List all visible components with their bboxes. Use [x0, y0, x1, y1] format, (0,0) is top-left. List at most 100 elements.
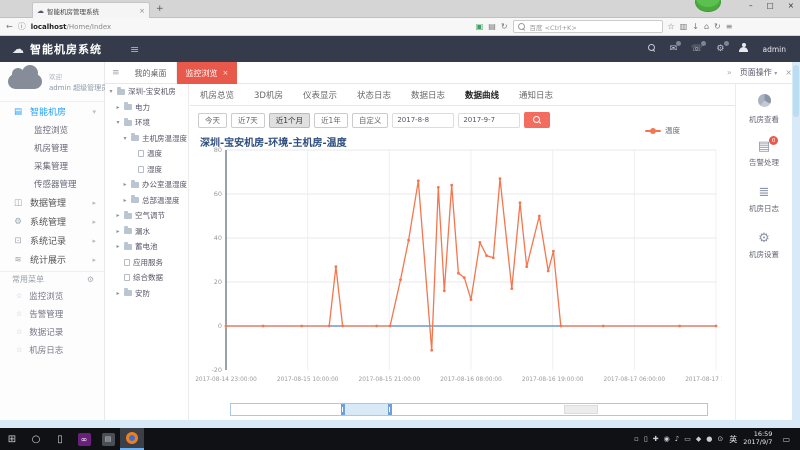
taskbar-task-view-icon[interactable]: ▯: [57, 433, 63, 445]
tree-node-综合数据[interactable]: 综合数据: [105, 270, 188, 286]
tree-node-总部温湿度[interactable]: ▸ 总部温湿度: [105, 193, 188, 209]
reader-mode-icon[interactable]: ▤: [488, 22, 496, 31]
tray-icon-0[interactable]: ▫: [634, 435, 639, 443]
tree-down-arrow-icon[interactable]: ▾: [123, 134, 127, 142]
tree-right-arrow-icon[interactable]: ▸: [116, 212, 120, 220]
tree-right-arrow-icon[interactable]: ▸: [116, 289, 120, 297]
workspace-tab-监控浏览[interactable]: 监控浏览 ×: [176, 62, 238, 84]
datazoom-selection[interactable]: [341, 404, 393, 415]
browser-menu-icon[interactable]: ≡: [725, 22, 733, 31]
filter-button-近7天[interactable]: 近7天: [231, 112, 265, 128]
workspace-tabs-menu-icon[interactable]: ≡: [112, 67, 120, 78]
sidebar-item-数据管理[interactable]: ◫ 数据管理 ▸: [0, 193, 104, 212]
action-告警处理[interactable]: ▤ 0 告警处理: [736, 136, 792, 186]
downloads-icon[interactable]: ↓: [692, 22, 699, 31]
filter-button-近1年[interactable]: 近1年: [314, 112, 348, 128]
tree-right-arrow-icon[interactable]: ▸: [116, 103, 120, 111]
sidebar-item-系统记录[interactable]: ⊡ 系统记录 ▸: [0, 231, 104, 250]
tree-right-arrow-icon[interactable]: ▸: [123, 196, 127, 204]
sidebar-subitem-机房管理[interactable]: 机房管理: [34, 144, 69, 154]
window-close-button[interactable]: ×: [787, 1, 794, 10]
browser-search-input[interactable]: 百度 <Ctrl+K>: [512, 20, 663, 33]
tab-机房总览[interactable]: 机房总览: [200, 90, 235, 101]
common-item-数据记录[interactable]: ☆ 数据记录: [0, 323, 104, 341]
header-search-icon[interactable]: [647, 43, 656, 55]
tab-仪表显示[interactable]: 仪表显示: [302, 90, 337, 101]
vertical-scrollbar[interactable]: [792, 62, 800, 420]
ime-indicator[interactable]: 英: [729, 434, 738, 444]
reload-icon[interactable]: ↻: [500, 22, 508, 31]
tree-node-安防[interactable]: ▸ 安防: [105, 286, 188, 302]
user-avatar[interactable]: [739, 42, 749, 56]
action-机房查看[interactable]: 机房查看: [736, 94, 792, 140]
library-icon[interactable]: ▥: [679, 22, 688, 31]
site-info-icon[interactable]: ⓘ: [17, 22, 26, 31]
common-item-监控浏览[interactable]: ☆ 监控浏览: [0, 287, 104, 305]
workspace-tab-我的桌面[interactable]: 我的桌面: [126, 62, 177, 84]
tab-通知日志[interactable]: 通知日志: [519, 90, 554, 101]
tray-icon-5[interactable]: ▭: [684, 435, 691, 443]
date-end-input[interactable]: [458, 112, 521, 128]
tree-down-arrow-icon[interactable]: ▾: [116, 119, 120, 127]
sidebar-subitem-传感器管理[interactable]: 传感器管理: [34, 180, 77, 190]
tree-right-arrow-icon[interactable]: ▸: [116, 243, 120, 251]
sidebar-toggle-icon[interactable]: ≡: [130, 42, 140, 56]
taskbar-firefox-icon[interactable]: [120, 428, 144, 450]
notification-center-icon[interactable]: ▭: [782, 434, 790, 444]
common-item-告警管理[interactable]: ☆ 告警管理: [0, 305, 104, 323]
filter-button-自定义[interactable]: 自定义: [351, 112, 389, 128]
sidebar-item-系统管理[interactable]: ⚙ 系统管理 ▸: [0, 212, 104, 231]
search-button[interactable]: [524, 112, 551, 128]
taskbar-visual-studio-icon[interactable]: ∞: [72, 428, 96, 450]
page-ops-dropdown[interactable]: 页面操作 ▾: [740, 67, 778, 78]
browser-tab[interactable]: ☁ 智能机房管理系统 ×: [32, 2, 150, 18]
shield-icon[interactable]: ▣: [475, 22, 484, 31]
sidebar-item-统计展示[interactable]: ≋ 统计展示 ▸: [0, 250, 104, 269]
tab-状态日志[interactable]: 状态日志: [357, 90, 392, 101]
tree-right-arrow-icon[interactable]: ▸: [116, 227, 120, 235]
sidebar-subitem-监控浏览[interactable]: 监控浏览: [34, 126, 69, 136]
tray-icon-1[interactable]: ▯: [643, 435, 648, 443]
tray-icon-6[interactable]: ◆: [695, 435, 702, 443]
tree-node-电力[interactable]: ▸ 电力: [105, 100, 188, 116]
header-mail-icon[interactable]: ✉: [670, 41, 682, 54]
url-bar[interactable]: localhost/Home/Index: [31, 23, 471, 31]
window-maximize-button[interactable]: □: [766, 1, 774, 10]
vertical-scrollbar-thumb[interactable]: [793, 65, 799, 117]
taskbar-cortana-icon[interactable]: ○: [31, 433, 41, 445]
tree-node-主机房温湿度[interactable]: ▾ 主机房温湿度: [105, 131, 188, 147]
tab-数据曲线[interactable]: 数据曲线: [465, 90, 500, 101]
close-icon[interactable]: ×: [222, 69, 229, 77]
sidebar-item-智能机房[interactable]: ▤ 智能机房 ▾: [0, 102, 104, 121]
bookmark-star-icon[interactable]: ☆: [667, 22, 675, 31]
action-机房设置[interactable]: ⚙ 机房设置: [736, 232, 792, 278]
taskbar-start-icon[interactable]: ⊞: [7, 433, 17, 445]
tray-icon-7[interactable]: ●: [706, 435, 713, 443]
tray-icon-4[interactable]: ♪: [674, 435, 680, 443]
tab-数据日志[interactable]: 数据日志: [411, 90, 446, 101]
tree-node-应用服务[interactable]: 应用服务: [105, 255, 188, 271]
back-icon[interactable]: ←: [6, 22, 13, 31]
tree-node-漏水[interactable]: ▸ 漏水: [105, 224, 188, 240]
tray-icon-8[interactable]: ⊙: [717, 435, 724, 443]
tree-right-arrow-icon[interactable]: ▸: [123, 181, 127, 189]
panel-collapse-icon[interactable]: »: [726, 68, 732, 77]
common-item-机房日志[interactable]: ☆ 机房日志: [0, 341, 104, 359]
tab-close-icon[interactable]: ×: [139, 6, 145, 15]
datazoom-slider[interactable]: [230, 403, 708, 416]
header-phone-icon[interactable]: ☏: [691, 41, 707, 54]
action-机房日志[interactable]: ≣ 机房日志: [736, 186, 792, 232]
tree-node-蓄电池[interactable]: ▸ 蓄电池: [105, 239, 188, 255]
filter-button-近1个月[interactable]: 近1个月: [268, 112, 311, 128]
taskbar-explorer-icon[interactable]: ▤: [96, 428, 120, 450]
tree-node-环境[interactable]: ▾ 环境: [105, 115, 188, 131]
datazoom-right-handle[interactable]: [388, 404, 393, 415]
window-minimize-button[interactable]: –: [748, 1, 753, 10]
tree-node-湿度[interactable]: 湿度: [105, 162, 188, 178]
tray-icon-3[interactable]: ◉: [663, 435, 670, 443]
panel-close-icon[interactable]: ×: [785, 68, 792, 77]
tree-node-空气调节[interactable]: ▸ 空气调节: [105, 208, 188, 224]
header-gear-icon[interactable]: ⚙: [716, 41, 729, 54]
tab-3D机房[interactable]: 3D机房: [254, 90, 283, 101]
new-tab-button[interactable]: +: [156, 4, 164, 14]
